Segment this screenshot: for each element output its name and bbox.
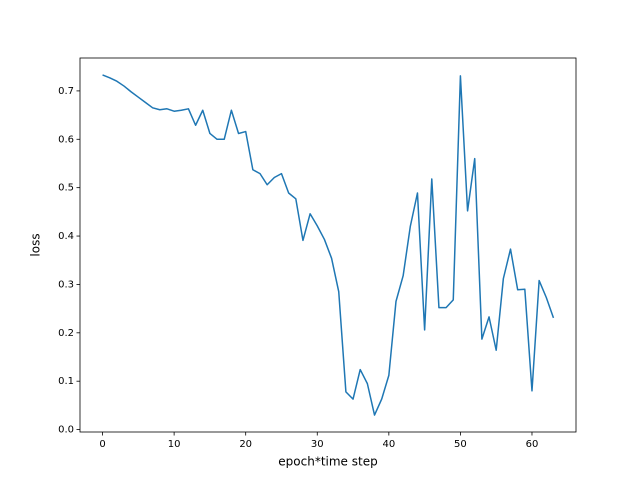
y-axis-label: loss [29,233,43,256]
x-tick-label: 40 [382,439,395,450]
plot-frame [79,57,577,433]
y-tick-label: 0.4 [58,231,74,242]
x-tick-label: 30 [311,439,324,450]
y-tick-label: 0.3 [58,279,74,290]
x-axis-label: epoch*time step [278,455,377,469]
line-series [102,74,555,416]
x-tick-label: 60 [526,439,539,450]
x-tick-label: 50 [454,439,467,450]
y-tick-label: 0.0 [58,425,74,436]
y-tick-label: 0.6 [58,134,74,145]
y-tick-label: 0.2 [58,328,74,339]
x-tick-label: 0 [99,439,105,450]
y-tick-label: 0.7 [58,86,74,97]
x-tick-label: 10 [168,439,181,450]
y-tick-label: 0.5 [58,183,74,194]
x-tick-label: 20 [239,439,252,450]
y-tick-label: 0.1 [58,376,74,387]
